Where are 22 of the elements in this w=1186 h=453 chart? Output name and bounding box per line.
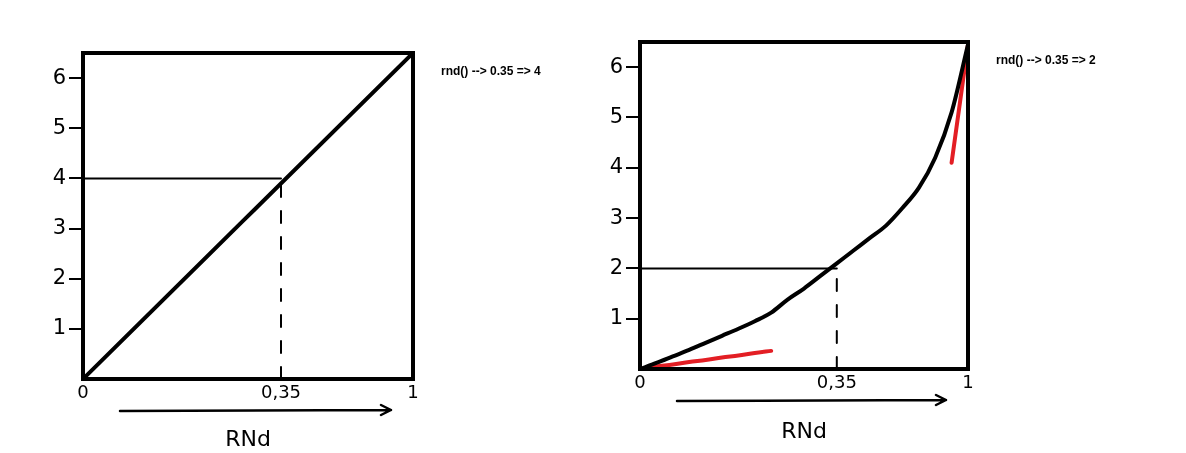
y-tick-label: 4 bbox=[609, 154, 623, 179]
y-tick-label: 4 bbox=[52, 164, 66, 189]
y-tick-label: 1 bbox=[609, 305, 623, 330]
text: rnd() --> 0.35 => 2 bbox=[996, 53, 1097, 68]
text: rnd() --> 0.35 => 4 bbox=[441, 64, 542, 79]
x-axis-title: RNd bbox=[781, 417, 827, 443]
y-tick-label: 3 bbox=[52, 214, 66, 239]
y-tick-label: 5 bbox=[52, 114, 66, 139]
y-tick-label: 5 bbox=[609, 103, 623, 128]
y-tick-label: 1 bbox=[52, 315, 66, 340]
y-tick-label: 2 bbox=[52, 265, 66, 290]
x-tick-label: 1 bbox=[407, 381, 419, 403]
x-tick-label: 1 bbox=[962, 371, 974, 393]
x-tick-label: 0,35 bbox=[260, 381, 302, 403]
x-tick-label: 0 bbox=[634, 371, 646, 393]
y-tick-label: 6 bbox=[52, 64, 66, 89]
x-tick-label: 0,35 bbox=[816, 371, 857, 393]
x-axis-title: RNd bbox=[225, 425, 271, 451]
x-tick-label: 0 bbox=[77, 381, 89, 403]
y-tick-label: 3 bbox=[609, 204, 623, 229]
y-tick-label: 6 bbox=[609, 53, 623, 78]
y-tick-label: 2 bbox=[609, 254, 623, 279]
